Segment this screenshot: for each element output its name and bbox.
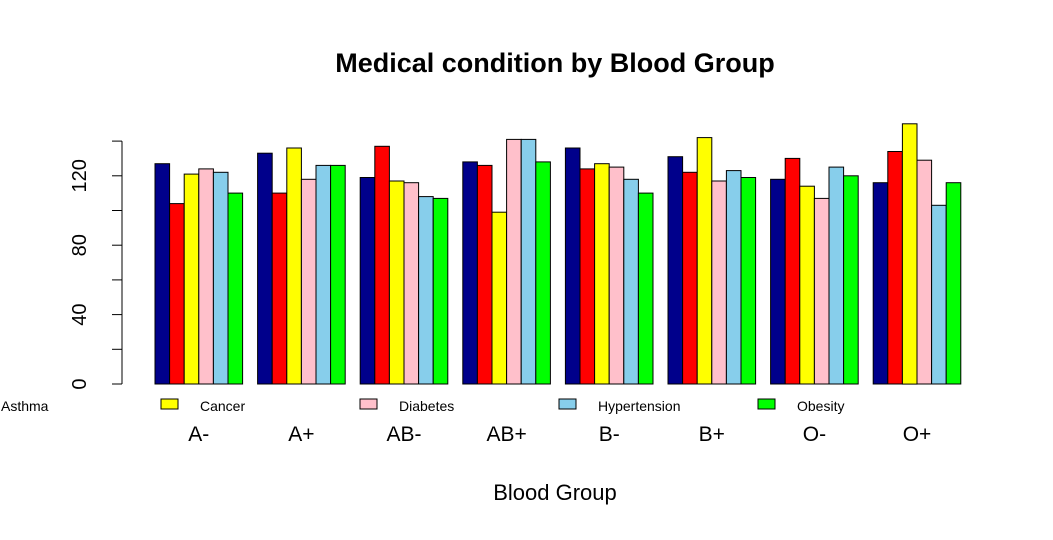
bar-B--Obesity	[623, 178, 639, 385]
bar-AB+-Obesity	[520, 138, 537, 385]
category-label: AB-	[386, 423, 421, 446]
category-label: O-	[803, 423, 826, 446]
bar-B+-Obesity	[725, 170, 742, 385]
bars-group	[154, 123, 962, 385]
bar-A+-Diabetes	[286, 147, 302, 385]
bar-B--Asthma	[564, 147, 581, 385]
bar-A+-Asthma	[257, 152, 273, 385]
bar-B--Hypertension	[608, 166, 625, 385]
category-labels: A- A+ AB- AB+ B- B+ O- O+	[188, 423, 931, 446]
bar-O+-Hypertension	[916, 159, 933, 385]
y-tick-label: 120	[69, 159, 91, 192]
bar-B--Diabetes	[594, 163, 610, 385]
legend-label-asthma: Asthma	[1, 398, 49, 414]
legend-label-diabetes: Diabetes	[399, 398, 454, 414]
legend-swatch-obesity	[757, 398, 776, 410]
bar-A--series-6	[227, 192, 244, 385]
bar-A--Cancer	[169, 203, 185, 385]
category-label: B-	[599, 423, 620, 446]
bar-O--Diabetes	[799, 185, 815, 385]
bar-O+-Cancer	[887, 151, 903, 385]
bar-O--Obesity	[828, 166, 845, 385]
bar-A+-series-6	[330, 164, 346, 385]
y-tick-label: 40	[69, 303, 91, 325]
bar-O--Cancer	[784, 157, 801, 385]
category-label: O+	[903, 423, 932, 446]
bar-O--Hypertension	[813, 197, 830, 385]
bar-AB--Obesity	[418, 196, 434, 385]
legend-label-obesity: Obesity	[797, 398, 844, 414]
bar-A--Asthma	[154, 163, 171, 385]
legend-swatch-hypertension	[558, 398, 577, 410]
legend: Asthma Cancer Diabetes Hypertension Obesity	[1, 398, 844, 414]
bar-A+-Hypertension	[300, 178, 317, 385]
legend-label-hypertension: Hypertension	[598, 398, 681, 414]
category-label: AB+	[486, 423, 526, 446]
bar-A+-Cancer	[271, 192, 288, 385]
legend-swatch-cancer	[160, 398, 179, 410]
bar-B+-Asthma	[667, 156, 684, 385]
bar-A--Diabetes	[183, 173, 200, 385]
y-axis: 0 40 80 120	[69, 140, 123, 390]
bar-A--Hypertension	[198, 168, 214, 385]
x-axis-label: Blood Group	[493, 480, 617, 505]
bar-A+-Obesity	[315, 164, 332, 385]
y-tick-label: 80	[69, 234, 91, 256]
bar-O--series-6	[843, 175, 859, 385]
bar-AB--Hypertension	[403, 182, 420, 385]
legend-swatch-diabetes	[359, 398, 378, 410]
bar-AB--Diabetes	[388, 180, 405, 385]
bar-AB+-Diabetes	[491, 211, 508, 385]
bar-O+-Obesity	[931, 204, 947, 385]
legend-label-cancer: Cancer	[200, 398, 245, 414]
bar-B+-series-6	[740, 177, 757, 385]
bar-AB--Cancer	[374, 145, 390, 385]
bar-AB+-Asthma	[462, 161, 478, 385]
bar-B+-Cancer	[682, 171, 698, 385]
bar-B+-Hypertension	[711, 180, 727, 385]
bar-A--Obesity	[212, 171, 229, 385]
bar-AB+-series-6	[535, 161, 551, 385]
bar-B--series-6	[637, 192, 654, 385]
bar-AB+-Hypertension	[506, 138, 522, 385]
bar-AB--series-6	[432, 197, 449, 385]
category-label: B+	[699, 423, 725, 446]
bar-AB+-Cancer	[476, 164, 493, 385]
bar-O--Asthma	[770, 178, 786, 385]
chart-title: Medical condition by Blood Group	[335, 48, 775, 78]
bar-B+-Diabetes	[696, 137, 713, 385]
bar-O+-series-6	[945, 182, 962, 385]
y-tick-label: 0	[69, 378, 91, 389]
bar-B--Cancer	[579, 168, 596, 385]
bar-O+-Asthma	[872, 182, 889, 385]
bar-O+-Diabetes	[901, 123, 918, 385]
category-label: A-	[188, 423, 209, 446]
bar-AB--Asthma	[359, 177, 376, 385]
category-label: A+	[288, 423, 314, 446]
